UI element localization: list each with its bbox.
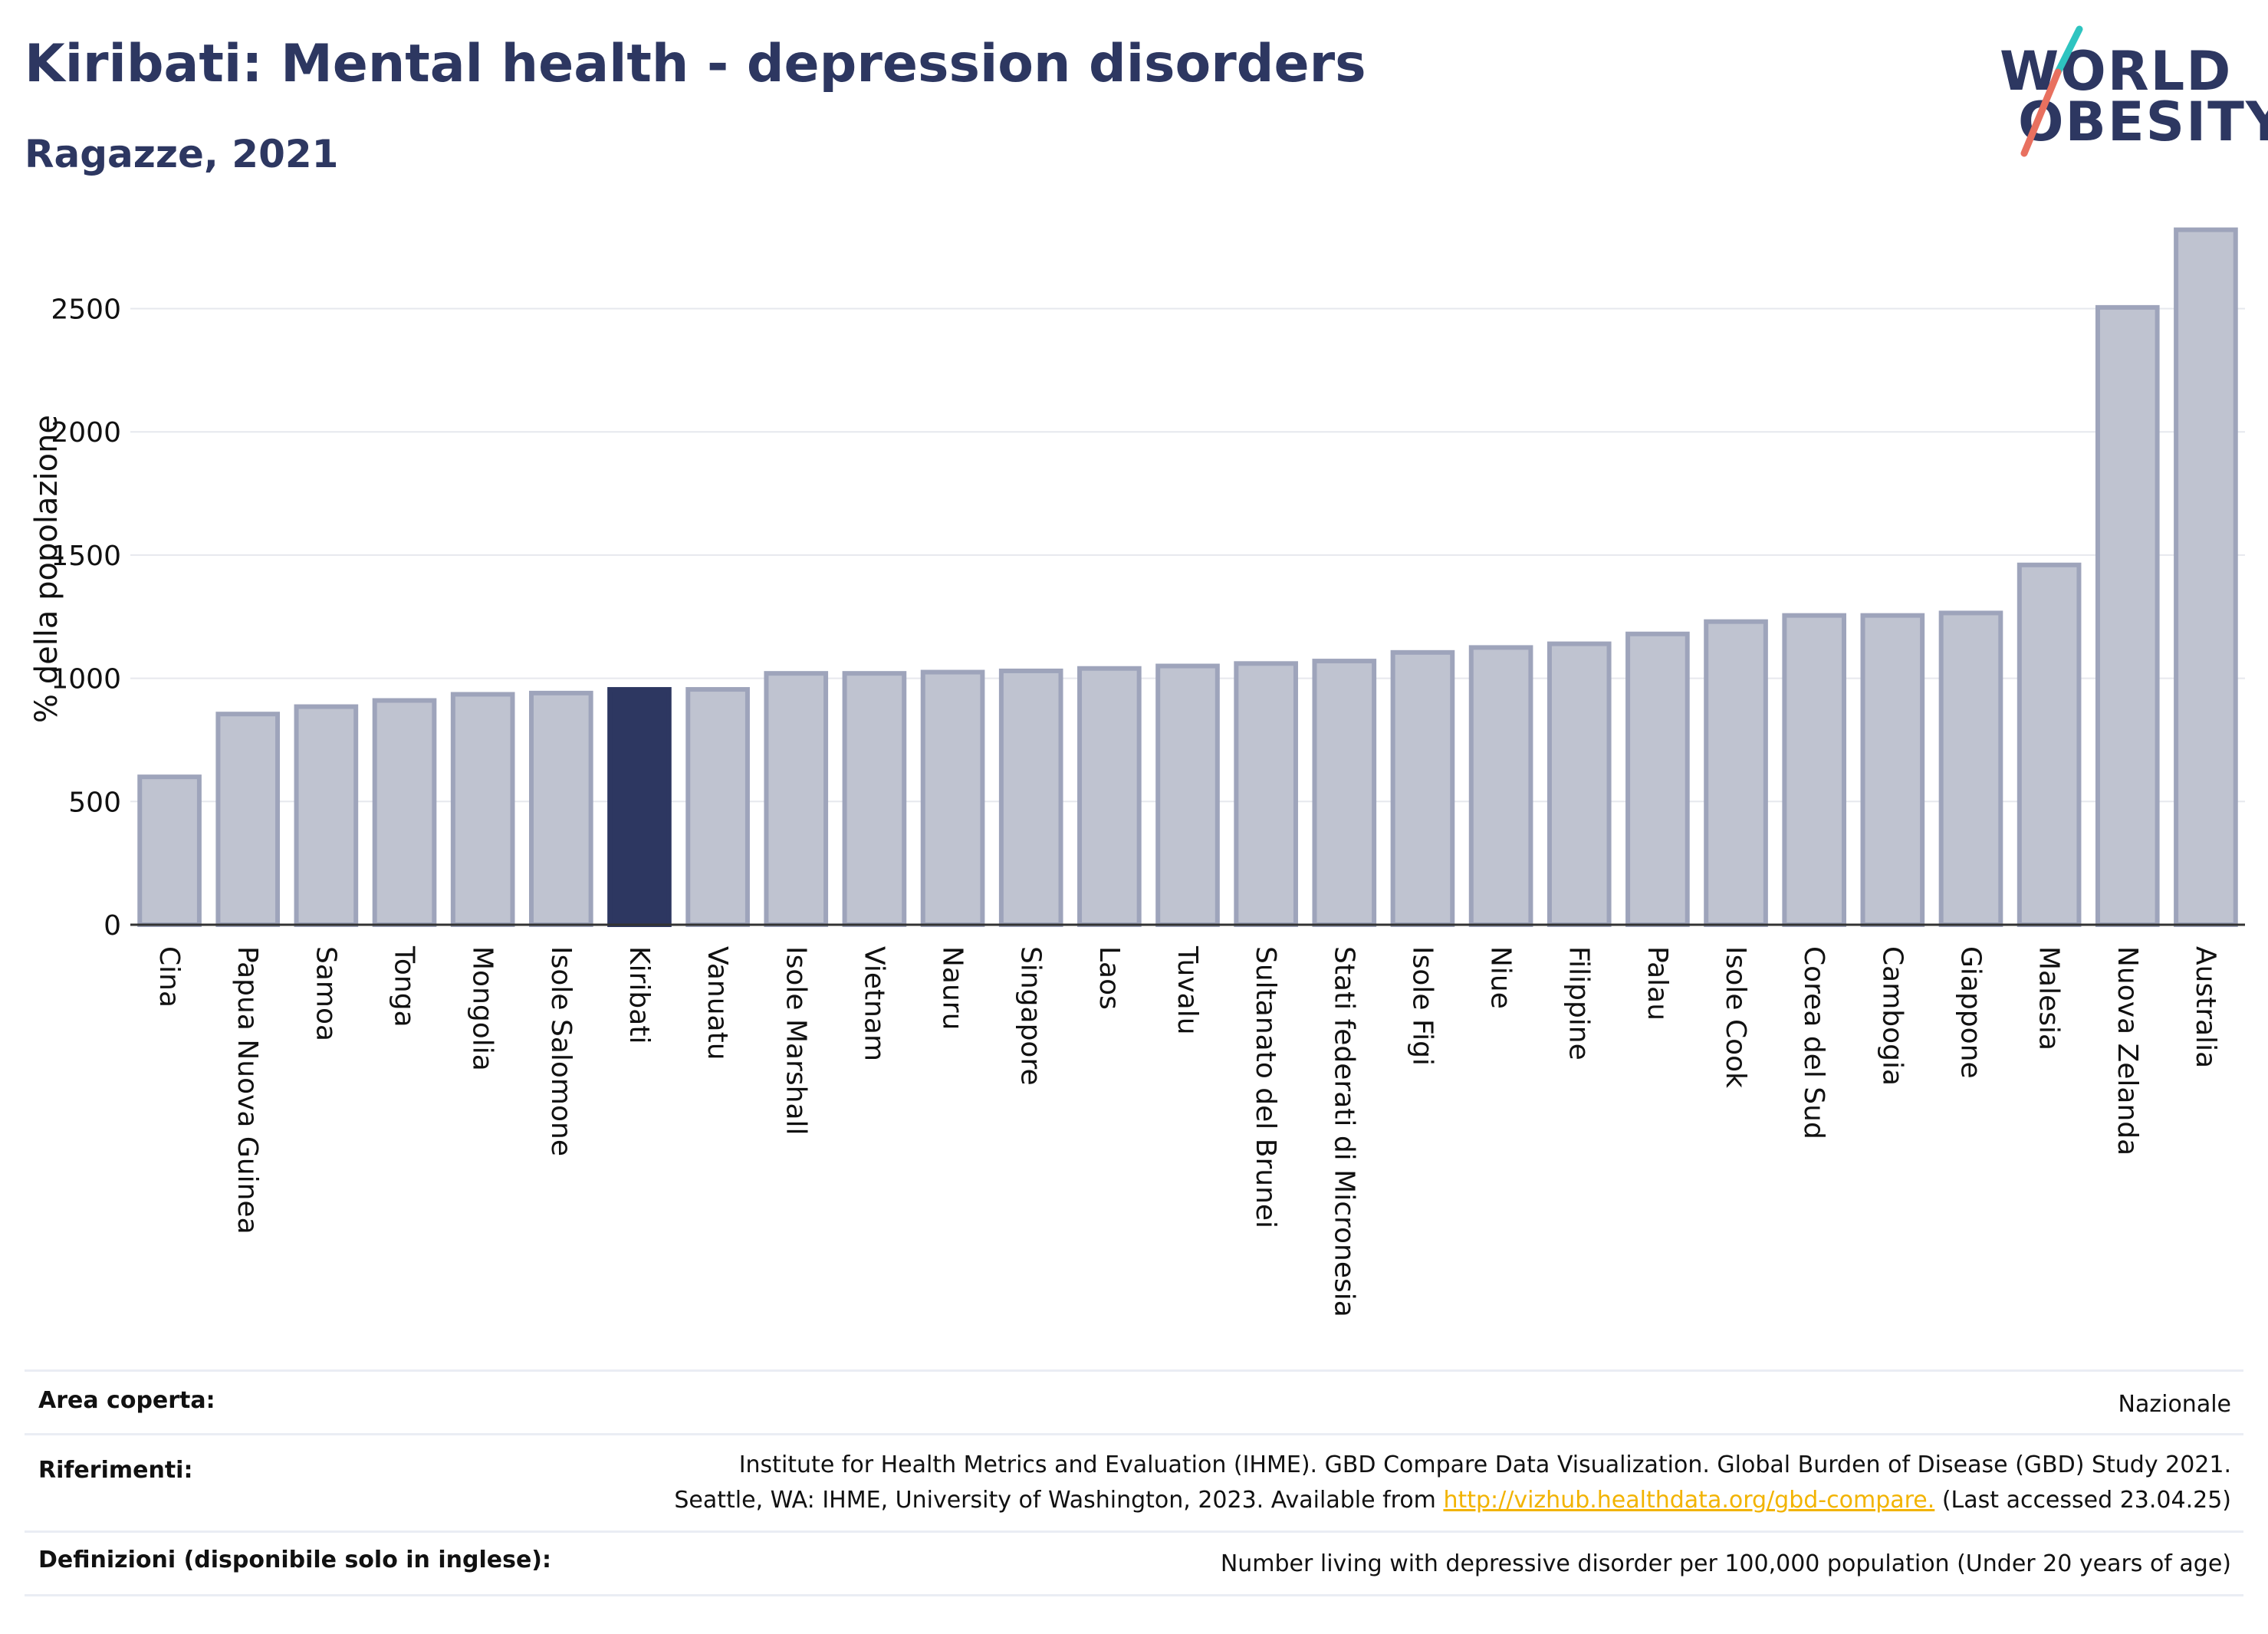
x-category-label: Nauru bbox=[937, 946, 968, 1030]
bar-cambogia bbox=[1860, 613, 1925, 927]
bar-vanuatu bbox=[685, 687, 750, 927]
x-category-label: Papua Nuova Guinea bbox=[232, 946, 263, 1235]
area-value: Nazionale bbox=[2118, 1391, 2231, 1418]
bar-palau bbox=[1625, 631, 1690, 927]
x-category-label: Vanuatu bbox=[702, 946, 733, 1060]
footer-row-area: Area coperta: Nazionale bbox=[25, 1369, 2243, 1433]
x-category-label: Singapore bbox=[1015, 946, 1047, 1086]
x-category-label: Sultanato del Brunei bbox=[1250, 946, 1281, 1228]
bar-isole-salomone bbox=[528, 690, 593, 927]
definitions-label: Definizioni (disponibile solo in inglese… bbox=[38, 1547, 551, 1573]
x-category-label: Stati federati di Micronesia bbox=[1328, 946, 1359, 1317]
bar-corea-del-sud bbox=[1782, 613, 1847, 927]
bar-papua-nuova-guinea bbox=[215, 712, 281, 927]
footer-row-definitions: Definizioni (disponibile solo in inglese… bbox=[25, 1530, 2243, 1596]
y-axis-title: % della popolazione bbox=[29, 415, 64, 723]
references-link[interactable]: http://vizhub.healthdata.org/gbd-compare… bbox=[1443, 1487, 1935, 1514]
x-category-label: Samoa bbox=[310, 946, 341, 1041]
x-category-label: Mongolia bbox=[467, 946, 498, 1071]
definitions-value: Number living with depressive disorder p… bbox=[1220, 1550, 2231, 1577]
footer-row-references: Riferimenti: Institute for Health Metric… bbox=[25, 1433, 2243, 1530]
bar-nauru bbox=[920, 669, 985, 927]
bar-samoa bbox=[294, 704, 359, 928]
y-tick-label: 2000 bbox=[51, 417, 121, 449]
x-category-label: Cambogia bbox=[1876, 946, 1908, 1086]
bar-mongolia bbox=[450, 692, 515, 927]
axes: 0 500 1000 1500 2000 2500 Cina Papua Nuova Guin… bbox=[51, 294, 2245, 1317]
bar-isole-cook bbox=[1704, 619, 1768, 928]
x-category-label: Australia bbox=[2190, 946, 2221, 1068]
x-category-label: Isole Salomone bbox=[545, 946, 577, 1156]
bar-tuvalu bbox=[1155, 663, 1220, 927]
x-category-label: Filippine bbox=[1563, 946, 1595, 1060]
bar-sultanato-del-brunei bbox=[1234, 661, 1298, 927]
bar-singapore bbox=[998, 668, 1063, 928]
x-category-label: Isole Cook bbox=[1720, 946, 1751, 1088]
bar-giappone bbox=[1938, 610, 2003, 927]
y-tick-label: 1000 bbox=[51, 664, 121, 695]
bar-vietnam bbox=[842, 671, 907, 927]
y-tick-label: 2500 bbox=[51, 294, 121, 325]
bar-malesia bbox=[2017, 562, 2082, 927]
area-label: Area coperta: bbox=[38, 1387, 215, 1414]
bar-cina bbox=[137, 774, 202, 927]
bar-kiribati bbox=[607, 687, 672, 927]
logo-slash-icon bbox=[2020, 25, 2083, 157]
x-category-label: Cina bbox=[153, 946, 185, 1008]
x-category-label: Isole Figi bbox=[1406, 946, 1438, 1066]
x-category-label: Kiribati bbox=[623, 946, 655, 1044]
references-value: Institute for Health Metrics and Evaluat… bbox=[674, 1448, 2231, 1518]
bar-filippine bbox=[1547, 641, 1612, 927]
bar-stati-federati-di-micronesia bbox=[1312, 659, 1377, 928]
x-category-label: Malesia bbox=[2033, 946, 2065, 1050]
x-category-label: Niue bbox=[1485, 946, 1517, 1009]
logo-text-world: WORLD bbox=[2000, 40, 2233, 103]
y-tick-label: 0 bbox=[104, 910, 121, 942]
x-category-label: Nuova Zelanda bbox=[2112, 946, 2143, 1156]
bar-nuova-zelanda bbox=[2095, 304, 2160, 927]
x-category-label: Corea del Sud bbox=[1798, 946, 1829, 1139]
bar-chart: 0 500 1000 1500 2000 2500 Cina Papua Nuova Guin… bbox=[29, 227, 2245, 1317]
references-line-2-start: Seattle, WA: IHME, University of Washing… bbox=[674, 1487, 1444, 1514]
bar-niue bbox=[1468, 645, 1533, 928]
x-category-label: Isole Marshall bbox=[780, 946, 811, 1136]
references-line-2-end: (Last accessed 23.04.25) bbox=[1934, 1487, 2231, 1514]
bar-isole-figi bbox=[1390, 649, 1455, 927]
footer-table: Area coperta: Nazionale Riferimenti: Ins… bbox=[25, 1369, 2243, 1596]
bar-australia bbox=[2174, 227, 2238, 928]
x-category-label: Giappone bbox=[1954, 946, 1986, 1079]
y-tick-label: 500 bbox=[68, 787, 121, 818]
references-label: Riferimenti: bbox=[38, 1457, 193, 1484]
x-category-label: Laos bbox=[1093, 946, 1125, 1010]
bars bbox=[137, 227, 2238, 928]
x-category-label: Vietnam bbox=[858, 946, 889, 1061]
page-title: Kiribati: Mental health - depression dis… bbox=[25, 34, 1366, 94]
bar-laos bbox=[1077, 666, 1142, 927]
x-category-label: Palau bbox=[1642, 946, 1673, 1021]
bar-tonga bbox=[372, 698, 437, 928]
y-tick-label: 1500 bbox=[51, 541, 121, 572]
references-line-1: Institute for Health Metrics and Evaluat… bbox=[738, 1452, 2231, 1478]
bar-isole-marshall bbox=[764, 671, 829, 927]
logo-text-obesity: OBESITY bbox=[2018, 90, 2268, 153]
x-category-label: Tonga bbox=[389, 945, 420, 1027]
world-obesity-logo: WORLD OBESITY bbox=[1994, 21, 2268, 159]
page-subtitle: Ragazze, 2021 bbox=[25, 132, 339, 176]
x-category-label: Tuvalu bbox=[1172, 945, 1203, 1035]
